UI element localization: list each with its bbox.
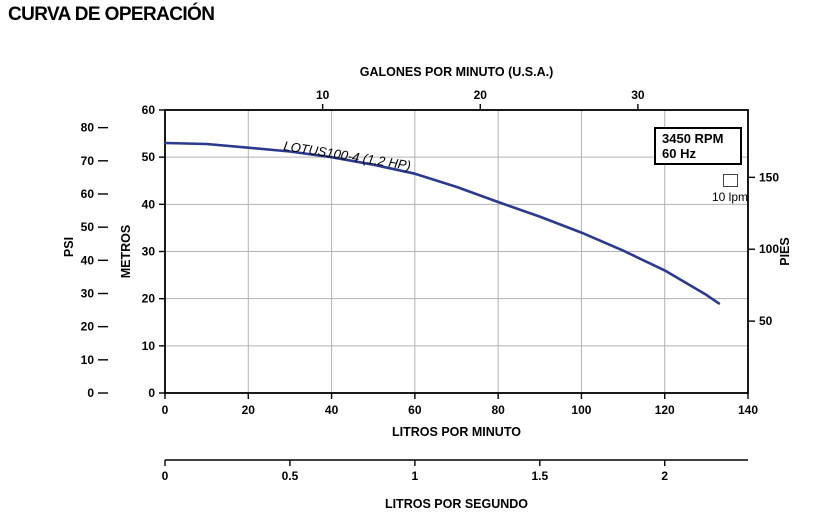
gpm-tick-label: 30 (631, 88, 645, 102)
lps-tick-label: 1.5 (531, 469, 548, 483)
legend: 10 lpm (710, 174, 750, 204)
psi-tick-label: 50 (81, 220, 95, 234)
psi-tick-label: 80 (81, 121, 95, 135)
frequency-value: 60 Hz (662, 146, 696, 161)
pies-axis-title: PIES (778, 237, 792, 266)
page-title: CURVA DE OPERACIÓN (8, 4, 215, 25)
x-axis-title: LITROS POR MINUTO (392, 425, 521, 439)
lps-tick-label: 0.5 (282, 469, 299, 483)
pies-tick-label: 50 (759, 314, 773, 328)
x-tick-label: 0 (162, 403, 169, 417)
gpm-axis-title: GALONES POR MINUTO (U.S.A.) (360, 65, 554, 79)
y-tick-label: 60 (142, 103, 156, 117)
psi-tick-label: 60 (81, 187, 95, 201)
pies-tick-label: 150 (759, 170, 779, 184)
y-tick-label: 20 (142, 292, 156, 306)
x-tick-label: 140 (738, 403, 758, 417)
legend-square-icon (722, 174, 738, 187)
x-tick-label: 60 (408, 403, 422, 417)
x-tick-label: 120 (655, 403, 675, 417)
pump-curve (163, 141, 721, 305)
psi-axis-title: PSI (62, 237, 76, 257)
lps-tick-label: 0 (162, 469, 169, 483)
x-tick-label: 80 (491, 403, 505, 417)
x-tick-label: 100 (571, 403, 591, 417)
y-tick-label: 10 (142, 339, 156, 353)
psi-tick-label: 30 (81, 286, 95, 300)
psi-tick-label: 10 (81, 353, 95, 367)
psi-tick-label: 20 (81, 320, 95, 334)
psi-tick-label: 40 (81, 253, 95, 267)
pies-tick-label: 100 (759, 242, 779, 256)
y-tick-label: 40 (142, 197, 156, 211)
curve-label: LOTUS100-4 (1.2 HP) (283, 138, 412, 173)
lps-tick-label: 2 (661, 469, 668, 483)
rpm-annotation-box: 3450 RPM 60 Hz (654, 127, 742, 165)
y-tick-label: 50 (142, 150, 156, 164)
gpm-tick-label: 10 (316, 88, 330, 102)
y-tick-label: 30 (142, 245, 156, 259)
gpm-tick-label: 20 (474, 88, 488, 102)
lps-tick-label: 1 (412, 469, 419, 483)
psi-tick-label: 0 (87, 386, 94, 400)
lps-axis-title: LITROS POR SEGUNDO (385, 497, 528, 511)
x-tick-label: 40 (325, 403, 339, 417)
y-tick-label: 0 (148, 386, 155, 400)
psi-tick-label: 70 (81, 154, 95, 168)
rpm-value: 3450 RPM (662, 131, 724, 146)
legend-label: 10 lpm (711, 190, 749, 204)
x-tick-label: 20 (242, 403, 256, 417)
y-axis-title: METROS (119, 225, 133, 278)
